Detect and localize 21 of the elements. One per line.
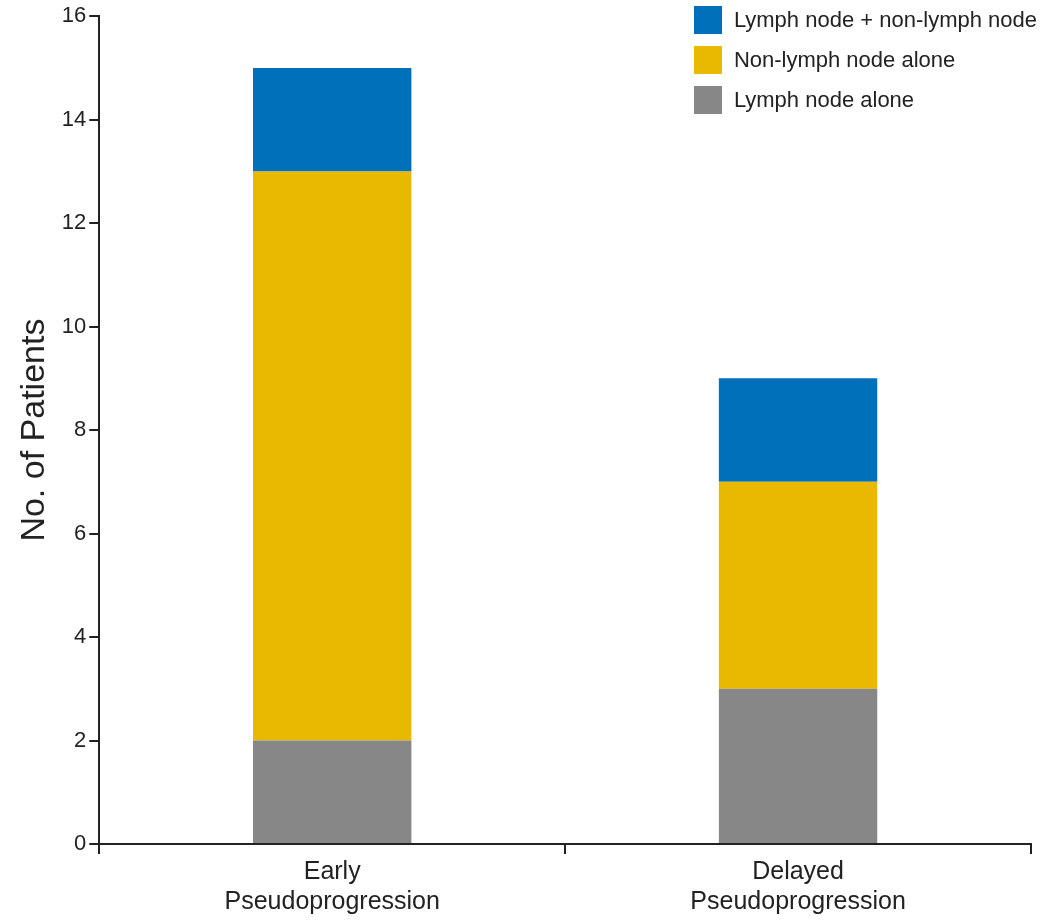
x-tick-label: Delayed Pseudoprogression	[690, 855, 906, 914]
legend-label: Non-lymph node alone	[733, 47, 956, 73]
legend-label: Lymph node + non-lymph node	[733, 7, 1037, 33]
bar	[718, 688, 878, 843]
bar	[718, 481, 878, 689]
y-axis-title: No. of Patients	[12, 318, 51, 542]
legend-label: Lymph node alone	[733, 87, 915, 113]
x-tick-label: Early Pseudoprogression	[224, 855, 440, 914]
bar	[253, 67, 412, 172]
y-tick-label: 2	[74, 726, 87, 752]
bar	[253, 171, 412, 741]
y-tick-label: 14	[61, 105, 87, 131]
y-tick-label: 12	[61, 209, 87, 235]
y-tick-label: 10	[61, 312, 87, 338]
y-tick-label: 16	[61, 2, 87, 28]
y-tick-label: 6	[74, 519, 87, 545]
y-tick-label: 4	[74, 623, 87, 649]
y-tick-label: 0	[74, 830, 87, 856]
bar	[718, 378, 878, 482]
y-tick-label: 8	[74, 416, 87, 442]
bar	[253, 740, 412, 843]
